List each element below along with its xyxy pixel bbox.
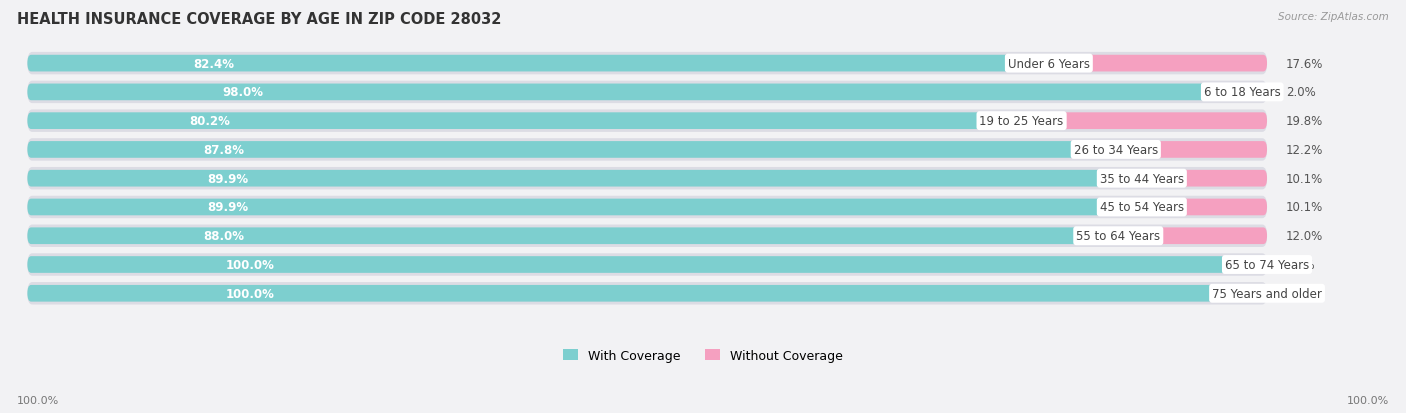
FancyBboxPatch shape <box>27 256 1267 273</box>
FancyBboxPatch shape <box>27 84 1243 101</box>
Text: 55 to 64 Years: 55 to 64 Years <box>1076 230 1160 243</box>
FancyBboxPatch shape <box>1118 228 1267 244</box>
Text: 75 Years and older: 75 Years and older <box>1212 287 1322 300</box>
Text: 100.0%: 100.0% <box>1347 395 1389 405</box>
FancyBboxPatch shape <box>1116 142 1267 159</box>
Text: Source: ZipAtlas.com: Source: ZipAtlas.com <box>1278 12 1389 22</box>
Text: 100.0%: 100.0% <box>226 287 274 300</box>
FancyBboxPatch shape <box>27 113 1022 130</box>
Text: 100.0%: 100.0% <box>226 259 274 271</box>
Text: 19.8%: 19.8% <box>1285 115 1323 128</box>
FancyBboxPatch shape <box>27 110 1267 133</box>
FancyBboxPatch shape <box>27 225 1267 247</box>
Text: Under 6 Years: Under 6 Years <box>1008 57 1090 71</box>
FancyBboxPatch shape <box>1142 199 1267 216</box>
FancyBboxPatch shape <box>27 285 1267 302</box>
Text: 89.9%: 89.9% <box>207 201 247 214</box>
FancyBboxPatch shape <box>27 168 1267 190</box>
Text: 80.2%: 80.2% <box>188 115 229 128</box>
Text: 26 to 34 Years: 26 to 34 Years <box>1074 144 1159 157</box>
Text: 17.6%: 17.6% <box>1285 57 1323 71</box>
Text: 10.1%: 10.1% <box>1285 172 1323 185</box>
Text: 89.9%: 89.9% <box>207 172 247 185</box>
Text: 0.0%: 0.0% <box>1285 287 1315 300</box>
FancyBboxPatch shape <box>27 81 1267 104</box>
FancyBboxPatch shape <box>1142 171 1267 187</box>
Text: 19 to 25 Years: 19 to 25 Years <box>980 115 1064 128</box>
Text: 6 to 18 Years: 6 to 18 Years <box>1204 86 1281 99</box>
Text: 82.4%: 82.4% <box>193 57 233 71</box>
Text: 88.0%: 88.0% <box>204 230 245 243</box>
Text: 2.0%: 2.0% <box>1285 86 1316 99</box>
FancyBboxPatch shape <box>27 171 1142 187</box>
Text: 98.0%: 98.0% <box>222 86 263 99</box>
FancyBboxPatch shape <box>1049 56 1267 72</box>
FancyBboxPatch shape <box>27 254 1267 276</box>
Text: 45 to 54 Years: 45 to 54 Years <box>1099 201 1184 214</box>
Text: 10.1%: 10.1% <box>1285 201 1323 214</box>
Legend: With Coverage, Without Coverage: With Coverage, Without Coverage <box>558 344 848 367</box>
FancyBboxPatch shape <box>27 196 1267 218</box>
FancyBboxPatch shape <box>27 56 1049 72</box>
FancyBboxPatch shape <box>27 228 1118 244</box>
FancyBboxPatch shape <box>27 53 1267 75</box>
Text: HEALTH INSURANCE COVERAGE BY AGE IN ZIP CODE 28032: HEALTH INSURANCE COVERAGE BY AGE IN ZIP … <box>17 12 502 27</box>
FancyBboxPatch shape <box>27 199 1142 216</box>
Text: 12.0%: 12.0% <box>1285 230 1323 243</box>
Text: 87.8%: 87.8% <box>202 144 245 157</box>
Text: 12.2%: 12.2% <box>1285 144 1323 157</box>
Text: 35 to 44 Years: 35 to 44 Years <box>1099 172 1184 185</box>
FancyBboxPatch shape <box>1243 84 1267 101</box>
FancyBboxPatch shape <box>27 142 1116 159</box>
FancyBboxPatch shape <box>27 139 1267 161</box>
Text: 0.0%: 0.0% <box>1285 259 1315 271</box>
FancyBboxPatch shape <box>1022 113 1267 130</box>
Text: 100.0%: 100.0% <box>17 395 59 405</box>
Text: 65 to 74 Years: 65 to 74 Years <box>1225 259 1309 271</box>
FancyBboxPatch shape <box>27 282 1267 305</box>
